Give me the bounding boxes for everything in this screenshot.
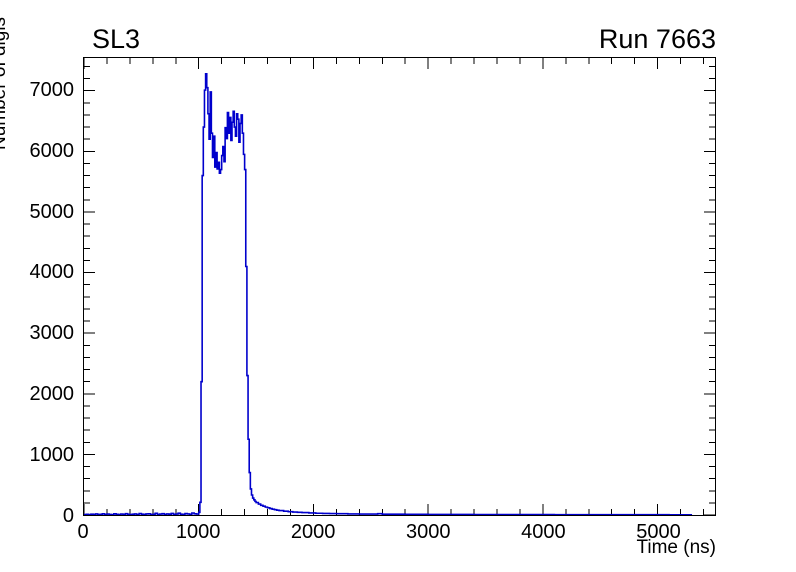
x-tick-label: 3000 <box>406 521 451 543</box>
y-tick-label: 1000 <box>29 444 75 467</box>
y-tick-label: 3000 <box>29 322 75 345</box>
x-tick-label: 5000 <box>636 521 681 543</box>
y-tick-label: 7000 <box>29 78 75 101</box>
y-tick-label: 2000 <box>29 383 75 406</box>
y-tick-label: 4000 <box>29 261 75 284</box>
plot-frame <box>83 57 716 516</box>
x-axis-title: Time (ns) <box>636 537 716 558</box>
y-tick-label: 6000 <box>29 139 75 162</box>
plot-title-right: Run 7663 <box>598 24 716 54</box>
x-tick-label: 2000 <box>290 521 336 543</box>
plot-title-left: SL3 <box>92 24 141 54</box>
y-tick-label: 0 <box>62 505 74 527</box>
y-tick-label: 5000 <box>29 200 75 223</box>
x-tick-label: 4000 <box>521 521 566 543</box>
x-tick-label: 1000 <box>175 521 221 543</box>
histogram-plot <box>84 58 715 515</box>
x-tick-label: 0 <box>77 521 89 543</box>
